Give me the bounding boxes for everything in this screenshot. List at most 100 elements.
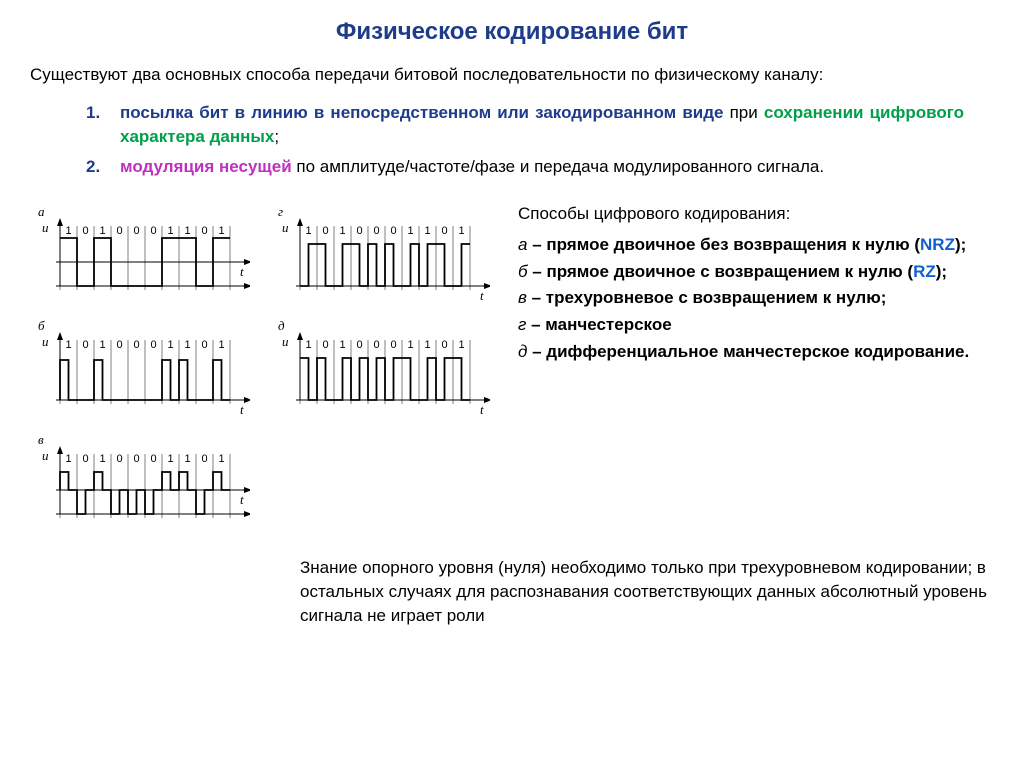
svg-text:и: и	[42, 220, 49, 235]
svg-text:0: 0	[150, 225, 156, 237]
desc-b: б – прямое двоичное с возвращением к нул…	[518, 260, 994, 285]
desc-d: г – манчестерское	[518, 313, 994, 338]
main-area: аиt1010001101 гиt1010001101 биt101000110…	[30, 202, 994, 544]
svg-text:0: 0	[133, 339, 139, 351]
svg-text:0: 0	[133, 453, 139, 465]
svg-text:1: 1	[218, 453, 224, 465]
svg-text:1: 1	[65, 225, 71, 237]
svg-text:1: 1	[184, 453, 190, 465]
svg-text:1: 1	[424, 339, 430, 351]
desc-a-link: NRZ	[920, 235, 955, 254]
svg-text:0: 0	[82, 339, 88, 351]
svg-text:t: t	[240, 492, 244, 507]
svg-text:1: 1	[305, 339, 311, 351]
svg-text:1: 1	[65, 339, 71, 351]
svg-text:1: 1	[167, 453, 173, 465]
svg-text:0: 0	[201, 453, 207, 465]
svg-text:1: 1	[99, 453, 105, 465]
svg-text:а: а	[38, 204, 45, 219]
description-column: Способы цифрового кодирования: а – прямо…	[518, 202, 994, 544]
svg-text:0: 0	[322, 339, 328, 351]
desc-a-t1: – прямое двоичное без возвращения к нулю…	[527, 235, 920, 254]
svg-text:1: 1	[167, 339, 173, 351]
list-num-2: 2.	[86, 155, 100, 179]
desc-c-t: – трехуровневое с возвращением к нулю;	[527, 288, 887, 307]
bottom-note: Знание опорного уровня (нуля) необходимо…	[300, 556, 994, 627]
page-title: Физическое кодирование бит	[30, 18, 994, 46]
svg-text:0: 0	[116, 453, 122, 465]
svg-text:1: 1	[458, 225, 464, 237]
svg-text:1: 1	[184, 339, 190, 351]
svg-text:0: 0	[82, 225, 88, 237]
svg-text:0: 0	[201, 225, 207, 237]
svg-text:0: 0	[390, 225, 396, 237]
svg-text:0: 0	[356, 225, 362, 237]
desc-header: Способы цифрового кодирования:	[518, 202, 994, 227]
desc-b-lbl: б	[518, 262, 528, 281]
svg-text:1: 1	[65, 453, 71, 465]
svg-text:1: 1	[424, 225, 430, 237]
diagram-c: виt1010001101	[30, 430, 250, 538]
svg-text:0: 0	[322, 225, 328, 237]
desc-e-t: – дифференциальное манчестерское кодиров…	[527, 342, 969, 361]
desc-e-lbl: д	[518, 342, 527, 361]
svg-text:t: t	[480, 402, 484, 417]
desc-a: а – прямое двоичное без возвращения к ну…	[518, 233, 994, 258]
svg-text:1: 1	[99, 225, 105, 237]
desc-a-t2: );	[955, 235, 966, 254]
svg-text:1: 1	[407, 225, 413, 237]
svg-text:0: 0	[116, 339, 122, 351]
list-item-2: 2. модуляция несущей по амплитуде/частот…	[120, 155, 964, 179]
svg-text:1: 1	[339, 225, 345, 237]
svg-text:б: б	[38, 318, 45, 333]
desc-c-lbl: в	[518, 288, 527, 307]
methods-list: 1. посылка бит в линию в непосредственно…	[30, 101, 994, 178]
diagrams-column: аиt1010001101 гиt1010001101 биt101000110…	[30, 202, 500, 544]
li1-t2: при	[723, 103, 763, 122]
svg-text:0: 0	[390, 339, 396, 351]
svg-text:0: 0	[150, 453, 156, 465]
svg-text:и: и	[42, 334, 49, 349]
svg-text:0: 0	[373, 225, 379, 237]
svg-text:0: 0	[373, 339, 379, 351]
svg-text:и: и	[282, 334, 289, 349]
intro-text: Существуют два основных способа передачи…	[30, 64, 994, 87]
svg-text:0: 0	[150, 339, 156, 351]
diagram-e: диt1010001101	[270, 316, 490, 424]
svg-text:0: 0	[441, 339, 447, 351]
desc-c: в – трехуровневое с возвращением к нулю;	[518, 286, 994, 311]
svg-text:1: 1	[167, 225, 173, 237]
svg-text:t: t	[240, 402, 244, 417]
svg-text:г: г	[278, 204, 283, 219]
svg-text:0: 0	[201, 339, 207, 351]
svg-text:0: 0	[116, 225, 122, 237]
svg-text:и: и	[282, 220, 289, 235]
desc-e: д – дифференциальное манчестерское кодир…	[518, 340, 994, 365]
list-item-1: 1. посылка бит в линию в непосредственно…	[120, 101, 964, 149]
svg-text:1: 1	[407, 339, 413, 351]
desc-b-link: RZ	[913, 262, 936, 281]
svg-text:0: 0	[133, 225, 139, 237]
svg-text:1: 1	[184, 225, 190, 237]
li1-t4: ;	[274, 127, 279, 146]
svg-text:1: 1	[458, 339, 464, 351]
svg-text:0: 0	[441, 225, 447, 237]
diagram-a: аиt1010001101	[30, 202, 250, 310]
diagram-d: гиt1010001101	[270, 202, 490, 310]
desc-d-t: – манчестерское	[526, 315, 671, 334]
svg-text:и: и	[42, 448, 49, 463]
svg-text:1: 1	[305, 225, 311, 237]
svg-text:0: 0	[356, 339, 362, 351]
svg-text:1: 1	[218, 339, 224, 351]
svg-text:д: д	[278, 318, 285, 333]
svg-text:t: t	[240, 264, 244, 279]
list-num-1: 1.	[86, 101, 100, 125]
svg-text:в: в	[38, 432, 44, 447]
svg-text:1: 1	[218, 225, 224, 237]
diagram-b: биt1010001101	[30, 316, 250, 424]
li2-mag: модуляция несущей	[120, 157, 292, 176]
svg-text:0: 0	[82, 453, 88, 465]
desc-b-t2: );	[936, 262, 947, 281]
li2-t2: по амплитуде/частоте/фазе и передача мод…	[292, 157, 824, 176]
svg-text:t: t	[480, 288, 484, 303]
